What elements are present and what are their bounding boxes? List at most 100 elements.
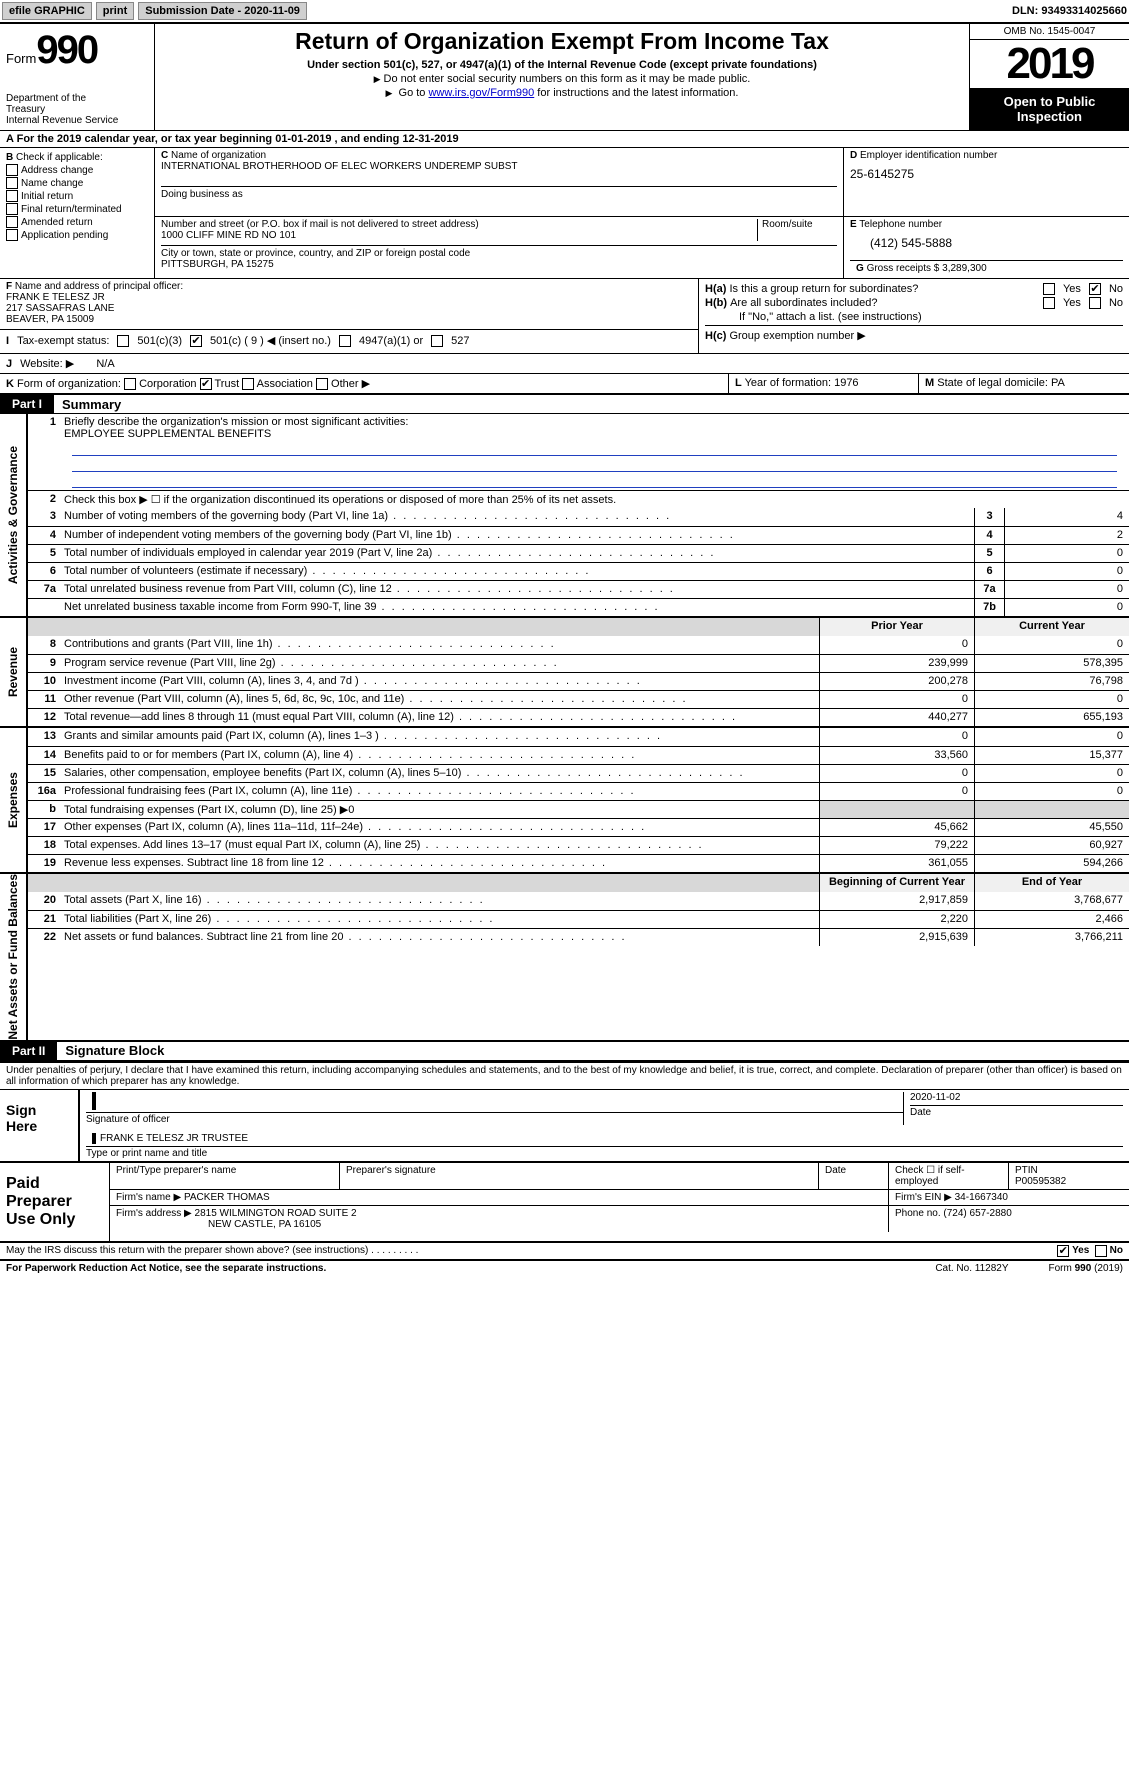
summary-row: 9 Program service revenue (Part VIII, li…: [28, 654, 1129, 672]
sig-date-value: 2020-11-02: [910, 1092, 1123, 1103]
discuss-yes-checkbox[interactable]: [1057, 1245, 1069, 1257]
summary-row: 12 Total revenue—add lines 8 through 11 …: [28, 708, 1129, 726]
goto-note: Go to www.irs.gov/Form990 for instructio…: [163, 87, 961, 99]
form-number-footer: Form 990 (2019): [1049, 1263, 1123, 1274]
ein-value: 25-6145275: [850, 167, 1123, 181]
efile-label: efile GRAPHIC: [2, 2, 92, 20]
final-return-checkbox[interactable]: [6, 203, 18, 215]
irs-link[interactable]: www.irs.gov/Form990: [428, 87, 534, 99]
cat-number: Cat. No. 11282Y: [935, 1263, 1008, 1274]
firm-address-row: Firm's address ▶ 2815 WILMINGTON ROAD SU…: [110, 1206, 889, 1232]
4947-checkbox[interactable]: [339, 335, 351, 347]
prior-year-header: Prior Year: [819, 618, 974, 636]
trust-checkbox[interactable]: [200, 378, 212, 390]
summary-row: 21 Total liabilities (Part X, line 26) 2…: [28, 910, 1129, 928]
ssn-note: Do not enter social security numbers on …: [163, 73, 961, 85]
tax-year: 2019: [970, 40, 1129, 88]
phone-block: E Telephone number (412) 545-5888 G Gros…: [844, 217, 1129, 278]
form-number: 990: [36, 28, 97, 72]
amended-return-checkbox[interactable]: [6, 216, 18, 228]
firm-phone: Phone no. (724) 657-2880: [889, 1206, 1129, 1232]
ptin-block: PTINP00595382: [1009, 1163, 1129, 1189]
dln: DLN: 93493314025660: [1012, 5, 1127, 17]
revenue-tab: Revenue: [0, 618, 28, 726]
form-of-org: K Form of organization: Corporation Trus…: [0, 374, 729, 393]
sig-officer-label: Signature of officer: [86, 1112, 903, 1125]
current-year-header: Current Year: [974, 618, 1129, 636]
501c-checkbox[interactable]: [190, 335, 202, 347]
firm-ein: Firm's EIN ▶ 34-1667340: [889, 1190, 1129, 1205]
prep-date-header: Date: [819, 1163, 889, 1189]
type-name-label: Type or print name and title: [86, 1146, 1123, 1159]
discuss-no-checkbox[interactable]: [1095, 1245, 1107, 1257]
prep-sig-header: Preparer's signature: [340, 1163, 819, 1189]
boy-header: Beginning of Current Year: [819, 874, 974, 892]
sign-here-label: SignHere: [0, 1090, 80, 1161]
open-public-badge: Open to PublicInspection: [970, 88, 1129, 130]
other-checkbox[interactable]: [316, 378, 328, 390]
officer-name-title: FRANK E TELESZ JR TRUSTEE: [100, 1133, 248, 1144]
summary-row: 4 Number of independent voting members o…: [28, 526, 1129, 544]
hb-yes-checkbox[interactable]: [1043, 297, 1055, 309]
form-id-block: Form990 Department of theTreasuryInterna…: [0, 24, 155, 130]
pra-notice: For Paperwork Reduction Act Notice, see …: [6, 1263, 935, 1274]
street-address: 1000 CLIFF MINE RD NO 101: [161, 230, 296, 241]
sig-date-label: Date: [910, 1105, 1123, 1118]
officer-name: FRANK E TELESZ JR: [6, 292, 105, 303]
part2-title: Signature Block: [57, 1043, 164, 1058]
net-assets-tab: Net Assets or Fund Balances: [0, 874, 28, 1040]
527-checkbox[interactable]: [431, 335, 443, 347]
summary-row: 18 Total expenses. Add lines 13–17 (must…: [28, 836, 1129, 854]
paid-preparer-label: PaidPreparerUse Only: [0, 1163, 110, 1241]
group-return-block: H(a) Is this a group return for subordin…: [699, 279, 1129, 353]
hb-no-checkbox[interactable]: [1089, 297, 1101, 309]
expenses-tab: Expenses: [0, 728, 28, 872]
discontinued-question: Check this box ▶ ☐ if the organization d…: [60, 491, 1129, 508]
summary-row: 22 Net assets or fund balances. Subtract…: [28, 928, 1129, 946]
corp-checkbox[interactable]: [124, 378, 136, 390]
summary-row: 10 Investment income (Part VIII, column …: [28, 672, 1129, 690]
form-prefix: Form: [6, 51, 36, 66]
summary-row: 3 Number of voting members of the govern…: [28, 508, 1129, 526]
app-pending-checkbox[interactable]: [6, 229, 18, 241]
gross-receipts: 3,289,300: [942, 263, 987, 274]
mission-value: EMPLOYEE SUPPLEMENTAL BENEFITS: [64, 428, 271, 440]
firm-name-row: Firm's name ▶ PACKER THOMAS: [110, 1190, 889, 1205]
self-employed-check: Check ☐ if self-employed: [889, 1163, 1009, 1189]
summary-row: 11 Other revenue (Part VIII, column (A),…: [28, 690, 1129, 708]
ha-yes-checkbox[interactable]: [1043, 283, 1055, 295]
part1-title: Summary: [54, 397, 121, 412]
print-button[interactable]: print: [96, 2, 134, 20]
part2-bar: Part II: [0, 1042, 57, 1060]
eoy-header: End of Year: [974, 874, 1129, 892]
initial-return-checkbox[interactable]: [6, 190, 18, 202]
summary-row: 13 Grants and similar amounts paid (Part…: [28, 728, 1129, 746]
501c3-checkbox[interactable]: [117, 335, 129, 347]
org-name-block: C Name of organization INTERNATIONAL BRO…: [155, 148, 844, 217]
summary-row: 8 Contributions and grants (Part VIII, l…: [28, 636, 1129, 654]
section-b: B Check if applicable: Address change Na…: [0, 148, 155, 278]
submission-date: Submission Date - 2020-11-09: [138, 2, 307, 20]
summary-row: 6 Total number of volunteers (estimate i…: [28, 562, 1129, 580]
omb-number: OMB No. 1545-0047: [970, 24, 1129, 40]
name-change-checkbox[interactable]: [6, 177, 18, 189]
summary-row: 14 Benefits paid to or for members (Part…: [28, 746, 1129, 764]
summary-row: 16a Professional fundraising fees (Part …: [28, 782, 1129, 800]
discuss-question: May the IRS discuss this return with the…: [6, 1245, 1057, 1256]
tax-period: A For the 2019 calendar year, or tax yea…: [0, 131, 1129, 148]
officer-block: F Name and address of principal officer:…: [0, 279, 699, 353]
dept-treasury: Department of theTreasuryInternal Revenu…: [6, 93, 148, 126]
addr-change-checkbox[interactable]: [6, 164, 18, 176]
summary-row: b Total fundraising expenses (Part IX, c…: [28, 800, 1129, 818]
summary-row: 7a Total unrelated business revenue from…: [28, 580, 1129, 598]
state-domicile: M State of legal domicile: PA: [919, 374, 1129, 393]
summary-row: Net unrelated business taxable income fr…: [28, 598, 1129, 616]
ha-no-checkbox[interactable]: [1089, 283, 1101, 295]
year-formation: L Year of formation: 1976: [729, 374, 919, 393]
form-title: Return of Organization Exempt From Incom…: [163, 28, 961, 55]
assoc-checkbox[interactable]: [242, 378, 254, 390]
mission-question: Briefly describe the organization's miss…: [60, 414, 1129, 490]
ein-block: D Employer identification number 25-6145…: [844, 148, 1129, 217]
activities-governance-tab: Activities & Governance: [0, 414, 28, 616]
city-state-zip: PITTSBURGH, PA 15275: [161, 259, 274, 270]
